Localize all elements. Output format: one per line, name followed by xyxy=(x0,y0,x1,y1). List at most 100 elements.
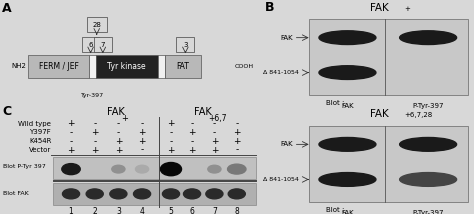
Text: B: B xyxy=(265,1,274,15)
Text: Δ 841-1054: Δ 841-1054 xyxy=(263,70,299,75)
Text: +: + xyxy=(115,146,122,155)
Ellipse shape xyxy=(319,137,376,151)
Text: 7: 7 xyxy=(100,42,105,48)
FancyBboxPatch shape xyxy=(94,37,112,52)
FancyBboxPatch shape xyxy=(82,37,100,52)
Text: FAK: FAK xyxy=(370,3,389,13)
Text: FAK: FAK xyxy=(370,109,389,119)
Text: -: - xyxy=(191,137,194,146)
Ellipse shape xyxy=(319,31,376,45)
Text: +: + xyxy=(188,146,196,155)
Ellipse shape xyxy=(136,165,149,173)
Text: -: - xyxy=(140,119,144,128)
Text: -: - xyxy=(69,128,73,137)
Bar xyxy=(310,19,468,95)
Text: A: A xyxy=(2,2,12,15)
Bar xyxy=(89,55,96,78)
Bar xyxy=(28,55,89,78)
Text: 5: 5 xyxy=(169,207,173,214)
Text: P-Tyr-397: P-Tyr-397 xyxy=(412,103,444,109)
Text: Blot P-Tyr 397: Blot P-Tyr 397 xyxy=(3,163,46,169)
FancyBboxPatch shape xyxy=(176,37,194,52)
Text: +: + xyxy=(188,128,196,137)
Text: Blot FAK: Blot FAK xyxy=(3,191,28,196)
Text: 1: 1 xyxy=(69,207,73,214)
Ellipse shape xyxy=(62,164,80,175)
Text: -: - xyxy=(213,119,216,128)
Ellipse shape xyxy=(400,172,456,186)
Text: 4: 4 xyxy=(140,207,145,214)
Text: Δ 841-1054: Δ 841-1054 xyxy=(263,177,299,182)
Text: -: - xyxy=(117,128,120,137)
Text: +: + xyxy=(91,146,99,155)
Text: FERM / JEF: FERM / JEF xyxy=(38,62,78,71)
Text: 3: 3 xyxy=(116,207,121,214)
Text: FAK: FAK xyxy=(194,107,211,117)
Text: K454R: K454R xyxy=(29,138,51,144)
FancyBboxPatch shape xyxy=(87,17,107,32)
Text: -: - xyxy=(93,137,96,146)
Ellipse shape xyxy=(228,164,246,174)
Ellipse shape xyxy=(319,172,376,186)
Text: +: + xyxy=(67,146,75,155)
Ellipse shape xyxy=(400,31,456,45)
Ellipse shape xyxy=(228,189,246,199)
Text: 2: 2 xyxy=(92,207,97,214)
Text: Wild type: Wild type xyxy=(18,121,51,127)
Text: -: - xyxy=(93,119,96,128)
Text: -: - xyxy=(69,137,73,146)
Text: 6: 6 xyxy=(88,42,93,48)
Text: FAK: FAK xyxy=(280,141,292,147)
Text: -: - xyxy=(235,146,238,155)
Ellipse shape xyxy=(86,189,103,199)
Text: 7: 7 xyxy=(212,207,217,214)
Ellipse shape xyxy=(110,189,127,199)
Text: +: + xyxy=(115,137,122,146)
Text: +: + xyxy=(91,128,99,137)
Text: -: - xyxy=(117,119,120,128)
Text: 6: 6 xyxy=(190,207,194,214)
Text: FAK: FAK xyxy=(341,210,354,214)
Ellipse shape xyxy=(161,162,182,176)
Text: +6,7,28: +6,7,28 xyxy=(404,112,433,118)
Ellipse shape xyxy=(63,189,80,199)
Text: +6,7: +6,7 xyxy=(208,114,226,123)
Ellipse shape xyxy=(183,189,201,199)
Ellipse shape xyxy=(206,189,223,199)
Text: +: + xyxy=(404,6,410,12)
Text: +: + xyxy=(233,128,240,137)
Text: -: - xyxy=(213,128,216,137)
Text: -: - xyxy=(235,119,238,128)
Ellipse shape xyxy=(208,165,221,173)
Bar xyxy=(53,157,256,179)
Ellipse shape xyxy=(400,137,456,151)
Text: -: - xyxy=(140,146,144,155)
Text: -: - xyxy=(169,137,173,146)
Text: Vector: Vector xyxy=(29,147,51,153)
Text: -: - xyxy=(191,119,194,128)
Bar xyxy=(310,126,468,202)
Text: Tyr-397: Tyr-397 xyxy=(81,93,104,98)
Bar xyxy=(53,183,256,205)
Text: 3: 3 xyxy=(183,42,188,48)
Text: Tyr kinase: Tyr kinase xyxy=(108,62,146,71)
Bar xyxy=(96,55,158,78)
Text: +: + xyxy=(167,146,175,155)
Bar xyxy=(165,55,201,78)
Ellipse shape xyxy=(319,66,376,79)
Text: Blot :: Blot : xyxy=(326,207,345,213)
Text: +: + xyxy=(233,137,240,146)
Text: FAT: FAT xyxy=(176,62,189,71)
Text: +: + xyxy=(67,119,75,128)
Text: +: + xyxy=(121,114,128,123)
Ellipse shape xyxy=(163,189,180,199)
Text: COOH: COOH xyxy=(235,64,254,69)
Text: 8: 8 xyxy=(234,207,239,214)
Text: +: + xyxy=(138,128,146,137)
Text: FAK: FAK xyxy=(107,107,125,117)
Text: +: + xyxy=(210,146,218,155)
Text: FAK: FAK xyxy=(280,35,292,41)
Text: NH2: NH2 xyxy=(11,63,26,69)
Text: P-Tyr-397: P-Tyr-397 xyxy=(412,210,444,214)
Text: +: + xyxy=(167,119,175,128)
